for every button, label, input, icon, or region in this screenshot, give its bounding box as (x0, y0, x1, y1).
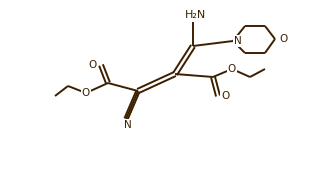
Text: H₂N: H₂N (185, 10, 206, 20)
Text: O: O (82, 88, 90, 98)
Text: N: N (234, 36, 242, 46)
Text: O: O (279, 34, 287, 44)
Text: N: N (124, 120, 132, 130)
Text: O: O (221, 91, 229, 101)
Text: O: O (228, 64, 236, 74)
Text: O: O (89, 60, 97, 70)
